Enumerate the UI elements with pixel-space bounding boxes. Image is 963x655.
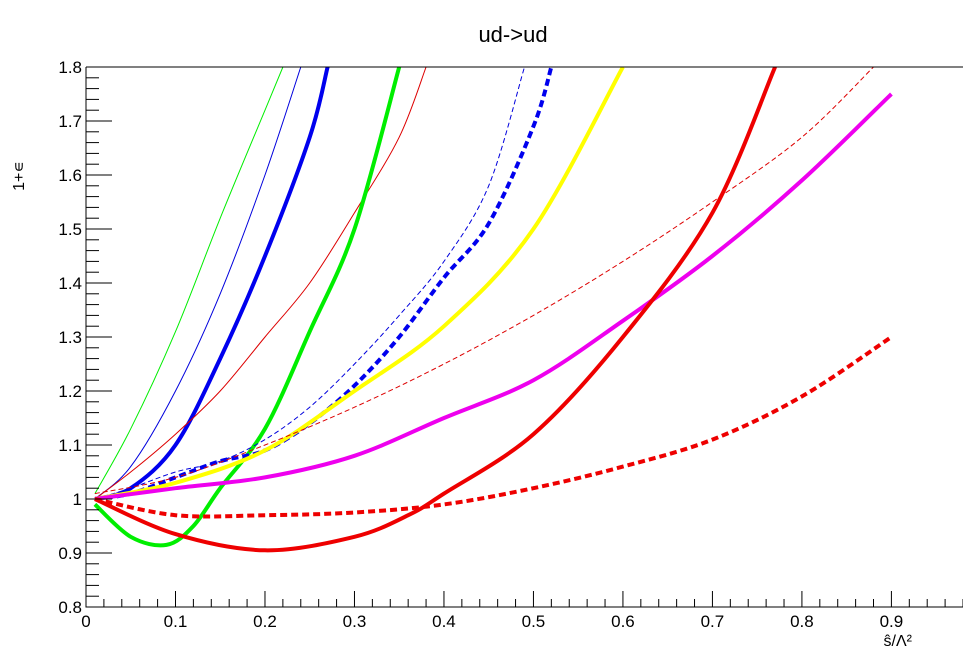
y-tick-label: 0.8 — [58, 598, 82, 617]
x-tick-label: 0.6 — [611, 612, 635, 631]
x-axis-label: ŝ/Λ² — [884, 633, 913, 650]
plot-area — [93, 67, 893, 553]
series-line-10 — [94, 92, 893, 501]
y-tick-label: 0.9 — [58, 544, 82, 563]
series-line-7 — [94, 67, 554, 501]
series-line-8 — [94, 67, 625, 501]
x-tick-label: 0.3 — [343, 612, 367, 631]
series-line-3 — [94, 67, 330, 501]
x-tick-label: 0.9 — [880, 612, 904, 631]
y-tick-label: 1.8 — [58, 58, 82, 77]
series-line-9 — [94, 67, 874, 495]
series-line-6 — [94, 67, 525, 500]
y-tick-label: 1 — [73, 490, 82, 509]
x-tick-label: 0.1 — [164, 612, 188, 631]
x-tick-label: 0.7 — [701, 612, 725, 631]
series-line-12 — [94, 67, 777, 553]
x-tick-label: 0 — [81, 612, 90, 631]
axes: 0 0.1 0.2 0.3 0.4 0.5 0.6 0.7 0.8 0.9 0.8 0.9 1 1.1 1.… — [58, 58, 963, 631]
y-axis-label: 1+∊ — [11, 161, 28, 191]
series-line-2 — [94, 67, 302, 500]
series-line-5 — [93, 67, 402, 548]
x-tick-label: 0.2 — [253, 612, 277, 631]
y-tick-label: 1.4 — [58, 274, 82, 293]
y-tick-label: 1.3 — [58, 328, 82, 347]
series-line-11 — [94, 335, 893, 519]
series-line-1 — [94, 67, 284, 494]
plot-frame — [85, 66, 963, 608]
x-tick-label: 0.4 — [432, 612, 456, 631]
y-tick-label: 1.5 — [58, 220, 82, 239]
y-tick-label: 1.2 — [58, 382, 82, 401]
y-tick-label: 1.7 — [58, 112, 82, 131]
y-tick-label: 1.6 — [58, 166, 82, 185]
y-tick-label: 1.1 — [58, 436, 82, 455]
x-tick-label: 0.5 — [522, 612, 546, 631]
chart-title: ud->ud — [478, 22, 547, 47]
series-line-4 — [94, 67, 427, 500]
x-tick-label: 0.8 — [790, 612, 814, 631]
